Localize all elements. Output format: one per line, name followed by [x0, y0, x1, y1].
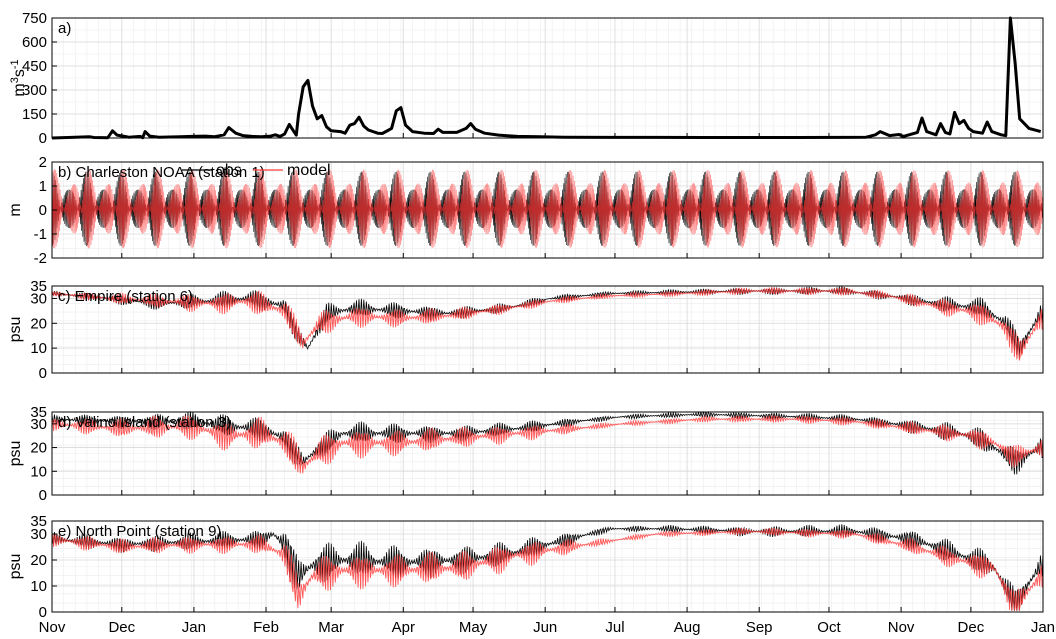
- x-tick-label: Oct: [817, 619, 841, 636]
- model-salinity-series: [51, 414, 1044, 474]
- panel-a-title: a): [58, 20, 71, 37]
- y-tick-label: 30: [30, 526, 47, 543]
- y-tick-label: -1: [34, 226, 47, 243]
- panel-d-axes-box: [51, 411, 1044, 496]
- x-tick-label: Jul: [605, 619, 624, 636]
- y-tick-label: 35: [30, 513, 47, 530]
- x-tick-label: Sep: [746, 619, 773, 636]
- x-tick-label: Nov: [39, 619, 66, 636]
- x-tick-label: Mar: [318, 619, 344, 636]
- model-water-level-series: [51, 169, 1044, 249]
- panel-a-axes-box: [51, 17, 1044, 139]
- y-tick-label: 0: [39, 604, 47, 621]
- y-tick-label: 10: [30, 578, 47, 595]
- x-tick-label: Jan: [1031, 619, 1055, 636]
- y-tick-label: 300: [22, 82, 47, 99]
- x-tick-label: Jan: [182, 619, 206, 636]
- panel-c-axes-box: [51, 285, 1044, 374]
- x-tick-label: Jun: [533, 619, 557, 636]
- y-axis-label: psu: [7, 317, 24, 343]
- x-tick-label: Apr: [392, 619, 415, 636]
- y-tick-label: 30: [30, 290, 47, 307]
- y-tick-label: 2: [39, 154, 47, 171]
- y-tick-label: 20: [30, 315, 47, 332]
- y-axis-label: m: [7, 203, 24, 216]
- y-tick-label: 20: [30, 552, 47, 569]
- legend-obs-label: obs: [216, 162, 242, 179]
- legend-model-label: model: [287, 162, 331, 179]
- x-tick-label: Feb: [253, 619, 279, 636]
- y-tick-label: 0: [39, 487, 47, 504]
- y-tick-label: 35: [30, 404, 47, 421]
- y-tick-label: 10: [30, 463, 47, 480]
- y-tick-label: 1: [39, 178, 47, 195]
- y-tick-label: 0: [39, 202, 47, 219]
- y-tick-label: 30: [30, 416, 47, 433]
- discharge-series-line: [51, 16, 1042, 140]
- y-axis-label: psu: [7, 441, 24, 467]
- y-axis-label: m3s-1: [9, 59, 28, 96]
- y-tick-label: 0: [39, 365, 47, 382]
- panel-d-title: d) Valino Island (station 3): [58, 414, 231, 431]
- y-tick-label: 750: [22, 10, 47, 27]
- panel-c-title: c) Empire (station 6): [58, 288, 193, 305]
- data-layer: [51, 16, 1044, 611]
- panel-e-axes-box: [51, 520, 1044, 613]
- y-tick-label: 450: [22, 58, 47, 75]
- y-tick-label: -2: [34, 250, 47, 267]
- y-tick-label: 20: [30, 440, 47, 457]
- obs-water-level-series: [51, 171, 1044, 247]
- axes-layer: [51, 17, 1044, 613]
- y-tick-label: 35: [30, 278, 47, 295]
- panel-e-title: e) North Point (station 9): [58, 523, 221, 540]
- model-salinity-series: [51, 286, 1044, 361]
- x-tick-label: Dec: [108, 619, 135, 636]
- panel-b-title: b) Charleston NOAA (station 1): [58, 164, 265, 181]
- x-tick-label: May: [459, 619, 488, 636]
- y-tick-label: 150: [22, 106, 47, 123]
- y-axis-label: psu: [7, 554, 24, 580]
- y-tick-label: 10: [30, 340, 47, 357]
- model-salinity-series: [51, 527, 1044, 611]
- y-tick-label: 600: [22, 34, 47, 51]
- y-tick-label: 0: [39, 130, 47, 147]
- x-tick-label: Dec: [958, 619, 985, 636]
- x-tick-label: Nov: [888, 619, 915, 636]
- x-tick-label: Aug: [674, 619, 701, 636]
